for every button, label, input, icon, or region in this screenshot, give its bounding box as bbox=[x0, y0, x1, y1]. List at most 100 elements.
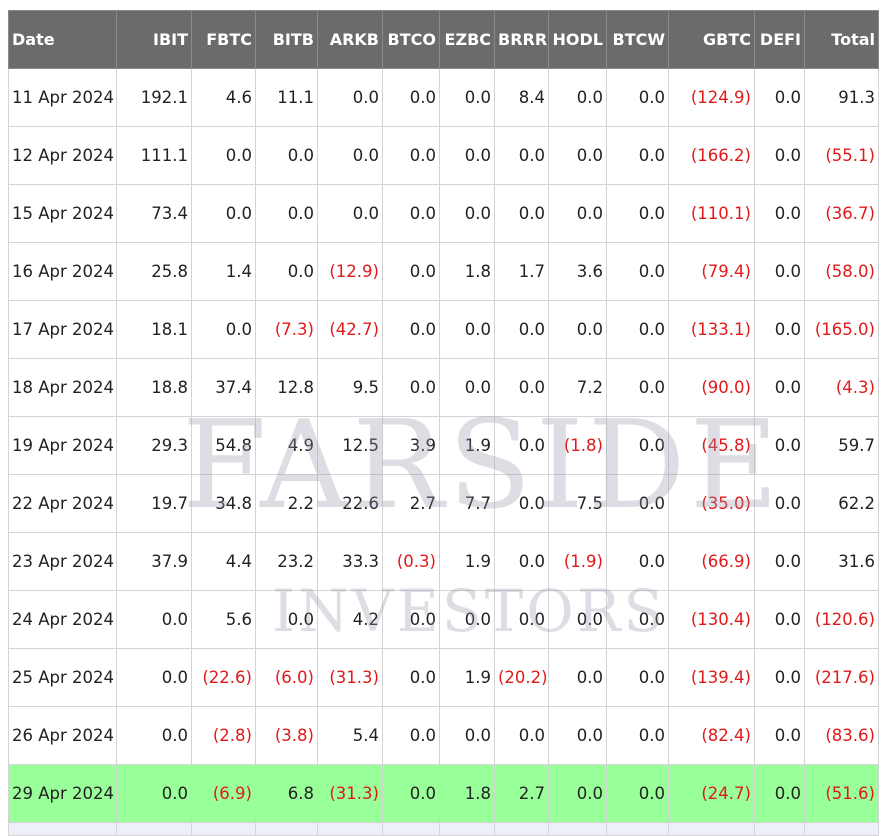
value-cell-bitb: 2.2 bbox=[255, 474, 318, 533]
value-cell-fbtc: (2.8) bbox=[191, 706, 256, 765]
value-cell-gbtc: (24.7) bbox=[668, 764, 755, 823]
value-cell-ibit: 0.0 bbox=[116, 706, 192, 765]
value-cell-total: (51.6) bbox=[804, 764, 879, 823]
partial-cell bbox=[606, 822, 669, 836]
value-cell-defi: 0.0 bbox=[754, 300, 805, 359]
value-cell-btcw: 0.0 bbox=[606, 300, 669, 359]
value-cell-fbtc: 0.0 bbox=[191, 184, 256, 243]
value-cell-btcw: 0.0 bbox=[606, 648, 669, 707]
value-cell-fbtc: 4.6 bbox=[191, 68, 256, 127]
value-cell-arkb: (42.7) bbox=[317, 300, 383, 359]
value-cell-btcw: 0.0 bbox=[606, 532, 669, 591]
partial-cell bbox=[439, 822, 495, 836]
value-cell-defi: 0.0 bbox=[754, 358, 805, 417]
value-cell-btco: 0.0 bbox=[382, 764, 440, 823]
value-cell-bitb: 0.0 bbox=[255, 126, 318, 185]
etf-flow-table-container: Date IBIT FBTC BITB ARKB BTCO EZBC BRRR HODL BTCW… bbox=[8, 10, 879, 836]
date-cell: 12 Apr 2024 bbox=[8, 126, 117, 185]
value-cell-brrr: 0.0 bbox=[494, 532, 549, 591]
value-cell-hodl: (1.8) bbox=[548, 416, 607, 475]
value-cell-ibit: 0.0 bbox=[116, 648, 192, 707]
value-cell-bitb: 11.1 bbox=[255, 68, 318, 127]
value-cell-btcw: 0.0 bbox=[606, 358, 669, 417]
value-cell-btcw: 0.0 bbox=[606, 242, 669, 301]
value-cell-ezbc: 0.0 bbox=[439, 706, 495, 765]
value-cell-bitb: (6.0) bbox=[255, 648, 318, 707]
partial-cell bbox=[668, 822, 755, 836]
value-cell-arkb: (31.3) bbox=[317, 764, 383, 823]
value-cell-btcw: 0.0 bbox=[606, 126, 669, 185]
value-cell-total: (55.1) bbox=[804, 126, 879, 185]
column-header-gbtc: GBTC bbox=[668, 10, 755, 69]
table-row: 22 Apr 2024 19.7 34.8 2.2 22.6 2.7 7.7 0.0 7.5 0.… bbox=[8, 474, 879, 533]
value-cell-arkb: (12.9) bbox=[317, 242, 383, 301]
value-cell-brrr: (20.2) bbox=[494, 648, 549, 707]
table-row: 19 Apr 2024 29.3 54.8 4.9 12.5 3.9 1.9 0.0 (1.8)… bbox=[8, 416, 879, 475]
partial-cell bbox=[255, 822, 318, 836]
value-cell-hodl: 3.6 bbox=[548, 242, 607, 301]
date-cell: 17 Apr 2024 bbox=[8, 300, 117, 359]
value-cell-hodl: 0.0 bbox=[548, 764, 607, 823]
value-cell-bitb: (3.8) bbox=[255, 706, 318, 765]
value-cell-arkb: 4.2 bbox=[317, 590, 383, 649]
value-cell-arkb: (31.3) bbox=[317, 648, 383, 707]
value-cell-gbtc: (166.2) bbox=[668, 126, 755, 185]
value-cell-gbtc: (130.4) bbox=[668, 590, 755, 649]
table-row: 15 Apr 2024 73.4 0.0 0.0 0.0 0.0 0.0 0.0 0.0 0.0(… bbox=[8, 184, 879, 243]
value-cell-defi: 0.0 bbox=[754, 648, 805, 707]
value-cell-btco: 0.0 bbox=[382, 590, 440, 649]
table-row: 12 Apr 2024 111.1 0.0 0.0 0.0 0.0 0.0 0.0 0.0 0.0… bbox=[8, 126, 879, 185]
value-cell-hodl: 0.0 bbox=[548, 590, 607, 649]
partial-cell bbox=[548, 822, 607, 836]
value-cell-btco: 0.0 bbox=[382, 184, 440, 243]
date-cell: 19 Apr 2024 bbox=[8, 416, 117, 475]
value-cell-ezbc: 7.7 bbox=[439, 474, 495, 533]
header-row: Date IBIT FBTC BITB ARKB BTCO EZBC BRRR HODL BTCW… bbox=[8, 10, 879, 69]
value-cell-total: (165.0) bbox=[804, 300, 879, 359]
table-row: 11 Apr 2024 192.1 4.6 11.1 0.0 0.0 0.0 8.4 0.0 0.… bbox=[8, 68, 879, 127]
value-cell-gbtc: (82.4) bbox=[668, 706, 755, 765]
value-cell-hodl: 0.0 bbox=[548, 648, 607, 707]
value-cell-btco: 0.0 bbox=[382, 648, 440, 707]
value-cell-btco: (0.3) bbox=[382, 532, 440, 591]
date-cell: 29 Apr 2024 bbox=[8, 764, 117, 823]
value-cell-arkb: 0.0 bbox=[317, 68, 383, 127]
partial-cell bbox=[382, 822, 440, 836]
value-cell-fbtc: 0.0 bbox=[191, 300, 256, 359]
table-row: 25 Apr 2024 0.0 (22.6) (6.0) (31.3) 0.0 1.9 (20… bbox=[8, 648, 879, 707]
value-cell-btco: 0.0 bbox=[382, 358, 440, 417]
value-cell-total: (120.6) bbox=[804, 590, 879, 649]
partial-cell bbox=[804, 822, 879, 836]
value-cell-brrr: 8.4 bbox=[494, 68, 549, 127]
value-cell-total: (83.6) bbox=[804, 706, 879, 765]
value-cell-brrr: 0.0 bbox=[494, 184, 549, 243]
value-cell-ibit: 37.9 bbox=[116, 532, 192, 591]
value-cell-hodl: 7.2 bbox=[548, 358, 607, 417]
value-cell-defi: 0.0 bbox=[754, 184, 805, 243]
value-cell-ibit: 19.7 bbox=[116, 474, 192, 533]
value-cell-ezbc: 0.0 bbox=[439, 300, 495, 359]
value-cell-ezbc: 0.0 bbox=[439, 126, 495, 185]
value-cell-ibit: 0.0 bbox=[116, 590, 192, 649]
value-cell-btcw: 0.0 bbox=[606, 184, 669, 243]
value-cell-ezbc: 1.9 bbox=[439, 648, 495, 707]
value-cell-bitb: 0.0 bbox=[255, 590, 318, 649]
table-row: 29 Apr 2024 0.0 (6.9) 6.8 (31.3) 0.0 1.8 2.7 0.0… bbox=[8, 764, 879, 823]
value-cell-btco: 0.0 bbox=[382, 126, 440, 185]
value-cell-fbtc: 54.8 bbox=[191, 416, 256, 475]
value-cell-fbtc: (6.9) bbox=[191, 764, 256, 823]
value-cell-bitb: 0.0 bbox=[255, 242, 318, 301]
value-cell-btcw: 0.0 bbox=[606, 416, 669, 475]
date-cell: 25 Apr 2024 bbox=[8, 648, 117, 707]
value-cell-total: 62.2 bbox=[804, 474, 879, 533]
value-cell-gbtc: (79.4) bbox=[668, 242, 755, 301]
value-cell-total: 91.3 bbox=[804, 68, 879, 127]
column-header-bitb: BITB bbox=[255, 10, 318, 69]
value-cell-brrr: 0.0 bbox=[494, 358, 549, 417]
value-cell-fbtc: 34.8 bbox=[191, 474, 256, 533]
value-cell-arkb: 5.4 bbox=[317, 706, 383, 765]
value-cell-arkb: 22.6 bbox=[317, 474, 383, 533]
value-cell-hodl: 0.0 bbox=[548, 126, 607, 185]
partial-row bbox=[8, 822, 879, 836]
value-cell-btco: 2.7 bbox=[382, 474, 440, 533]
